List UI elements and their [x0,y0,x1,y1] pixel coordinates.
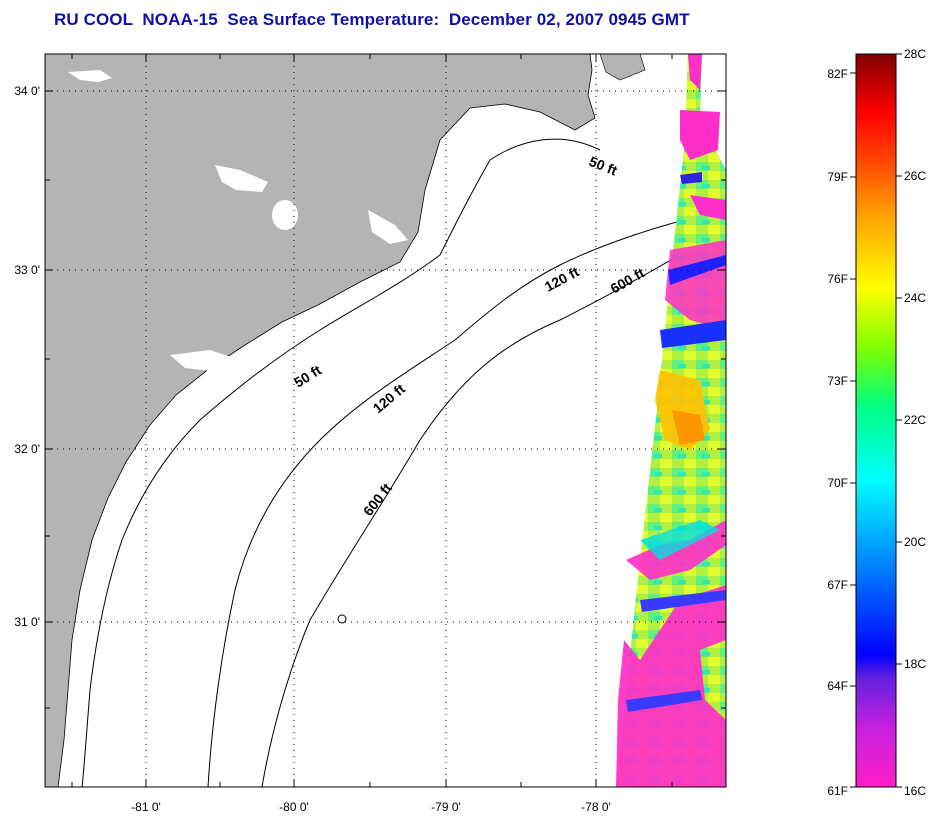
sst-blue-band [680,172,702,184]
sst-cyan [640,520,720,560]
colorbar-gradient [855,53,897,788]
lon-label: -78 0' [581,800,611,814]
seamount-contour [337,614,347,624]
colorbar-c-label: 24C [904,291,926,305]
sst-blue-band [640,590,726,612]
lon-label: -80 0' [279,800,309,814]
lake [272,200,298,230]
lat-label: 33 0' [14,263,40,277]
colorbar-c-label: 28C [904,47,926,61]
sst-cold-pink [688,54,702,90]
sst-warm-orange [672,410,705,445]
lon-label: -79 0' [431,800,461,814]
colorbar-f-label: 67F [827,578,848,592]
contour-50ft [81,138,601,787]
colorbar-f-label: 61F [827,784,848,798]
contour-120ft [207,214,706,787]
land-mass [45,54,596,787]
map-title: RU COOL NOAA-15 Sea Surface Temperature:… [54,10,690,29]
ticks [45,54,726,787]
colorbar-f-label: 82F [827,67,848,81]
lake [215,165,268,192]
sst-cold-pink [680,110,720,160]
colorbar-c-label: 20C [904,535,926,549]
lake [68,70,112,82]
colorbar: 82F 79F 76F 73F 70F 67F 64F 61F 28C 26C … [827,47,926,798]
sst-blue-band [668,255,726,285]
grid [45,54,726,787]
lat-label: 31 0' [14,615,40,629]
map-frame [44,53,727,788]
lat-label: 34 0' [14,84,40,98]
contour-600ft [261,227,726,787]
colorbar-c-label: 16C [904,784,926,798]
lon-label: -81 0' [131,800,161,814]
colorbar-f-label: 64F [827,679,848,693]
sst-cold-pink [690,195,726,220]
colorbar-f-label: 79F [827,170,848,184]
colorbar-f-label: 70F [827,476,848,490]
sst-cold-pink [616,585,726,787]
colorbar-f-label: 73F [827,374,848,388]
lake [368,210,408,244]
lat-label: 32 0' [14,442,40,456]
sst-blue-band [660,320,726,348]
map-area [45,54,726,787]
colorbar-c-label: 26C [904,169,926,183]
colorbar-c-label: 18C [904,657,926,671]
colorbar-f-label: 76F [827,272,848,286]
sst-blue-band [626,690,702,712]
colorbar-c-label: 22C [904,413,926,427]
lake [170,350,240,372]
